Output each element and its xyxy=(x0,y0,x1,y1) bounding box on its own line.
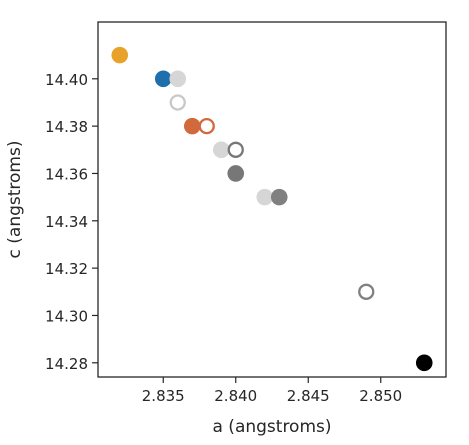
axes-frame xyxy=(97,21,447,378)
y-tick-label: 14.30 xyxy=(45,307,88,325)
y-tick-label: 14.38 xyxy=(45,118,88,136)
data-point xyxy=(169,70,187,88)
y-axis-ticks: 14.28 14.30 14.32 14.34 14.36 14.38 14.40 xyxy=(45,71,98,373)
x-tick-label: 2.835 xyxy=(142,387,185,405)
y-tick-label: 14.40 xyxy=(45,71,88,89)
data-point xyxy=(227,141,244,158)
x-axis-label: a (angstroms) xyxy=(212,417,331,437)
y-tick-label: 14.34 xyxy=(45,213,88,231)
y-tick-label: 14.32 xyxy=(45,260,88,278)
y-tick-label: 14.36 xyxy=(45,165,88,183)
x-tick-label: 2.850 xyxy=(359,387,402,405)
data-point xyxy=(198,117,215,135)
data-point xyxy=(212,141,230,159)
x-tick-label: 2.840 xyxy=(214,387,257,405)
data-point xyxy=(169,94,186,111)
data-point xyxy=(154,70,172,88)
data-point xyxy=(256,188,274,206)
x-tick-label: 2.845 xyxy=(287,387,330,405)
y-tick-label: 14.28 xyxy=(45,355,88,373)
data-point xyxy=(227,165,245,182)
x-axis-ticks: 2.835 2.840 2.845 2.850 xyxy=(142,377,402,405)
data-point xyxy=(183,117,201,135)
y-axis-label: c (angstroms) xyxy=(5,141,25,259)
data-point xyxy=(270,188,288,206)
data-points xyxy=(111,46,433,372)
data-point xyxy=(358,283,375,300)
data-point xyxy=(415,354,433,372)
data-point xyxy=(111,46,129,64)
